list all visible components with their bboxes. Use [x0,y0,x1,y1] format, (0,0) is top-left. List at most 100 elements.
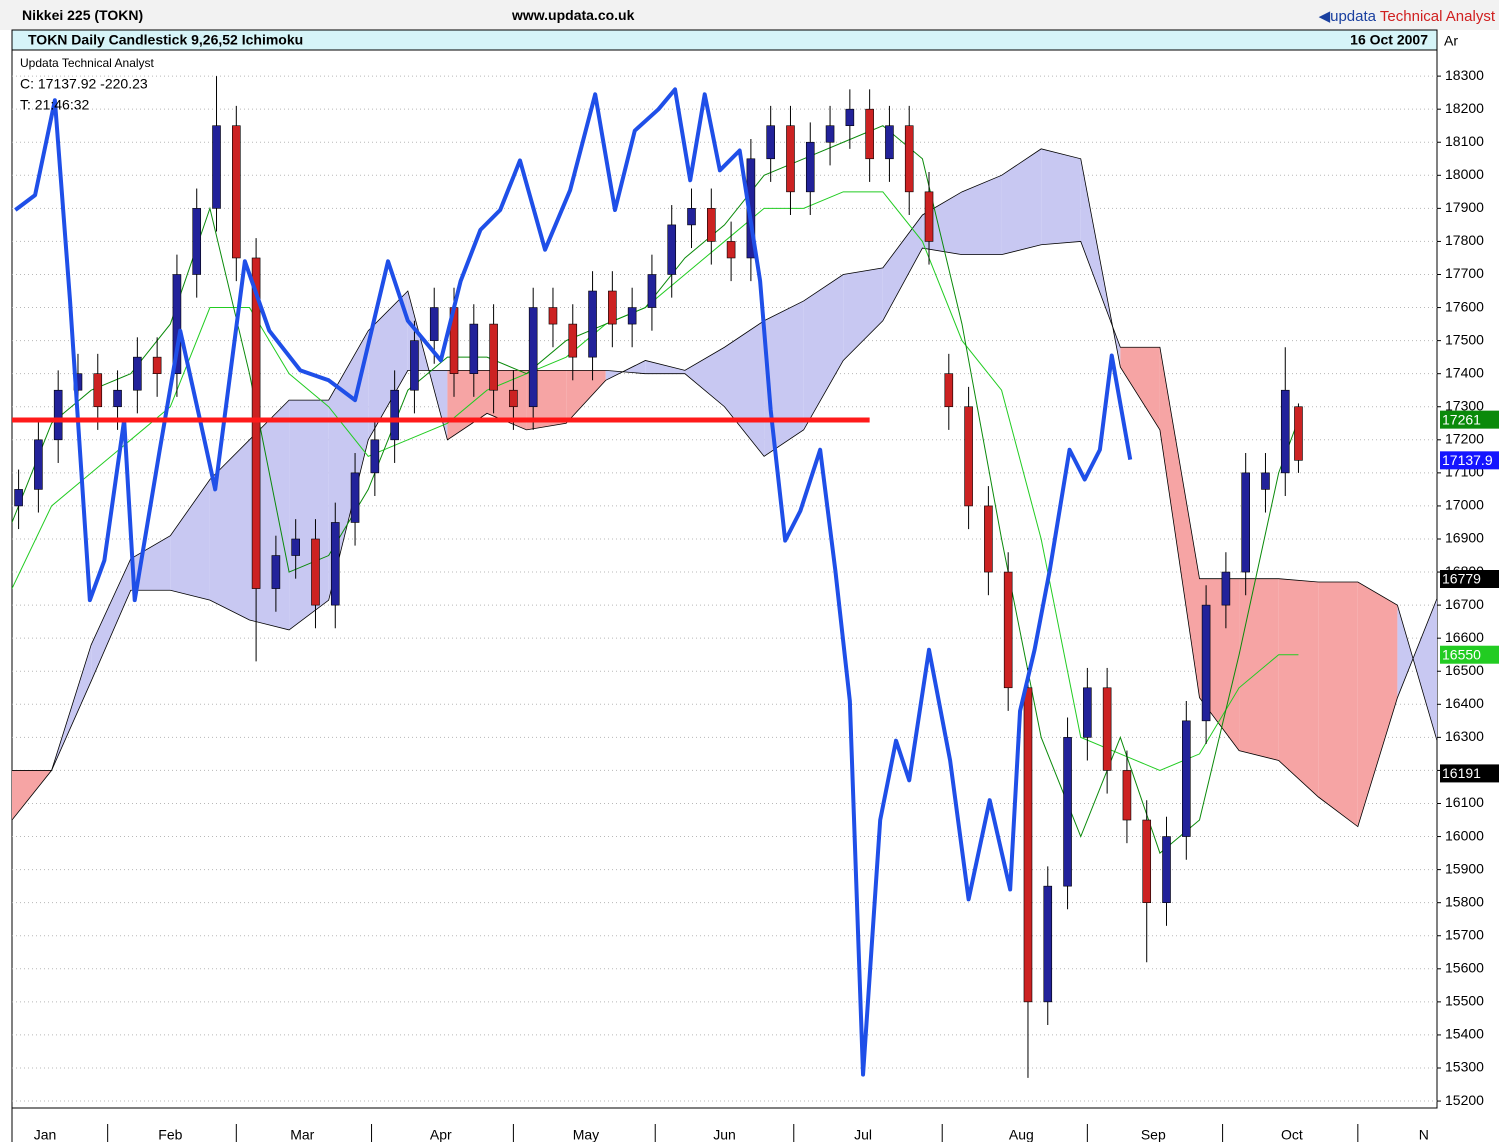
candle-body [766,125,775,160]
y-tick-label: 15500 [1445,993,1484,1009]
price-label-box [1440,451,1499,470]
candle-body [667,224,677,275]
candle-body [271,555,281,589]
cloud-segment [566,370,606,424]
y-tick-label: 18000 [1445,166,1484,182]
candle-body [1261,472,1270,490]
y-tick-label: 15600 [1445,960,1484,976]
url: www.updata.co.uk [512,7,635,23]
cloud-segment [803,274,844,430]
x-tick-label: Sep [1141,1127,1166,1142]
y-tick-label: 17400 [1445,364,1484,380]
cloud-segment [1120,347,1160,430]
price-label: 17137.9 [1442,452,1493,468]
candle-body [152,356,162,374]
cloud-segment [1001,148,1042,255]
cloud-segment [645,360,685,374]
candle-body [172,274,182,374]
y-tick-label: 16900 [1445,530,1484,546]
candle-body [1023,687,1033,1003]
header: Nikkei 225 (TOKN) www.updata.co.uk ◀upda… [0,0,1499,30]
candle-body [133,356,142,391]
candle-body [1162,836,1171,903]
candle-body [568,323,578,358]
candle-body [1201,604,1211,722]
candle-body [944,373,954,408]
candle-body [805,141,815,193]
tenkan-line [12,125,1299,854]
price-label-box [1440,410,1499,429]
candle-body [726,241,736,259]
span-b-line [12,241,1437,771]
y-tick-label: 17500 [1445,331,1484,347]
overlay-line [14,87,1133,1077]
cloud-segment [289,400,329,630]
candle-body [1241,472,1250,573]
candle-body [509,389,518,408]
x-tick-label: May [573,1127,599,1142]
candle-body [904,125,914,193]
x-tick-label: Aug [1009,1127,1034,1142]
candle-body [311,538,320,606]
y-tick-label: 17300 [1445,397,1484,413]
candle-body [984,505,993,573]
candle-body [1280,389,1290,474]
candle-body [390,389,399,441]
candle-body [232,125,241,259]
x-tick-label: Feb [158,1127,182,1142]
cloud-segment [1357,581,1398,827]
y-tick-label: 15800 [1445,893,1484,909]
cloud-segment [684,347,725,407]
x-tick-label: Apr [430,1127,452,1142]
candle-body [350,472,360,523]
x-tick-label: Oct [1281,1127,1303,1142]
candle-body [14,489,23,507]
x-tick-label: Jun [713,1127,736,1142]
candle-body [1142,819,1152,903]
candle-body [1043,885,1053,1003]
candle-body [608,290,617,325]
y-tick-label: 18200 [1445,100,1484,116]
price-label-box [1440,645,1499,664]
y-tick-label: 17200 [1445,431,1484,447]
candle-body [707,208,716,242]
candle-body [825,125,835,143]
cloud-segment [1278,578,1319,797]
candle-body [548,307,558,325]
brand: ◀updata Technical Analyst [1319,7,1495,25]
y-tick-label: 16000 [1445,827,1484,843]
cloud-segment [1318,581,1358,827]
candle-body [251,257,261,589]
candle-body [192,208,202,275]
span-a-line [12,148,1437,828]
brand-tail: Technical Analyst [1379,8,1495,25]
corner-label: Ar [1444,33,1458,49]
cloud-segment [170,479,210,601]
price-label: 17261 [1442,411,1481,427]
y-tick-label: 18100 [1445,133,1484,149]
symbol: Nikkei 225 (TOKN) [22,7,144,23]
x-tick-label: Mar [290,1127,314,1142]
cloud-segment [91,558,131,682]
plot [12,75,1437,1102]
cloud-segment [882,214,923,321]
candle-body [528,307,538,408]
x-tick-label: N [1419,1127,1429,1142]
candle-body [786,125,795,193]
candle-body [588,290,597,358]
candle-body [429,307,439,341]
chart-title: TOKN Daily Candlestick 9,26,52 Ichimoku [28,32,303,48]
candle-body [845,108,855,127]
y-tick-label: 18300 [1445,67,1484,83]
y-tick-label: 17700 [1445,265,1484,281]
y-tick-label: 17000 [1445,497,1484,513]
kijun-line [12,191,1299,771]
y-tick-label: 15300 [1445,1059,1484,1075]
y-tick-label: 17600 [1445,298,1484,314]
candle-body [34,439,43,490]
y-tick-label: 15900 [1445,860,1484,876]
brand-arrow: ◀ [1318,8,1331,25]
candle-body [687,208,696,226]
candle-body [93,373,103,408]
